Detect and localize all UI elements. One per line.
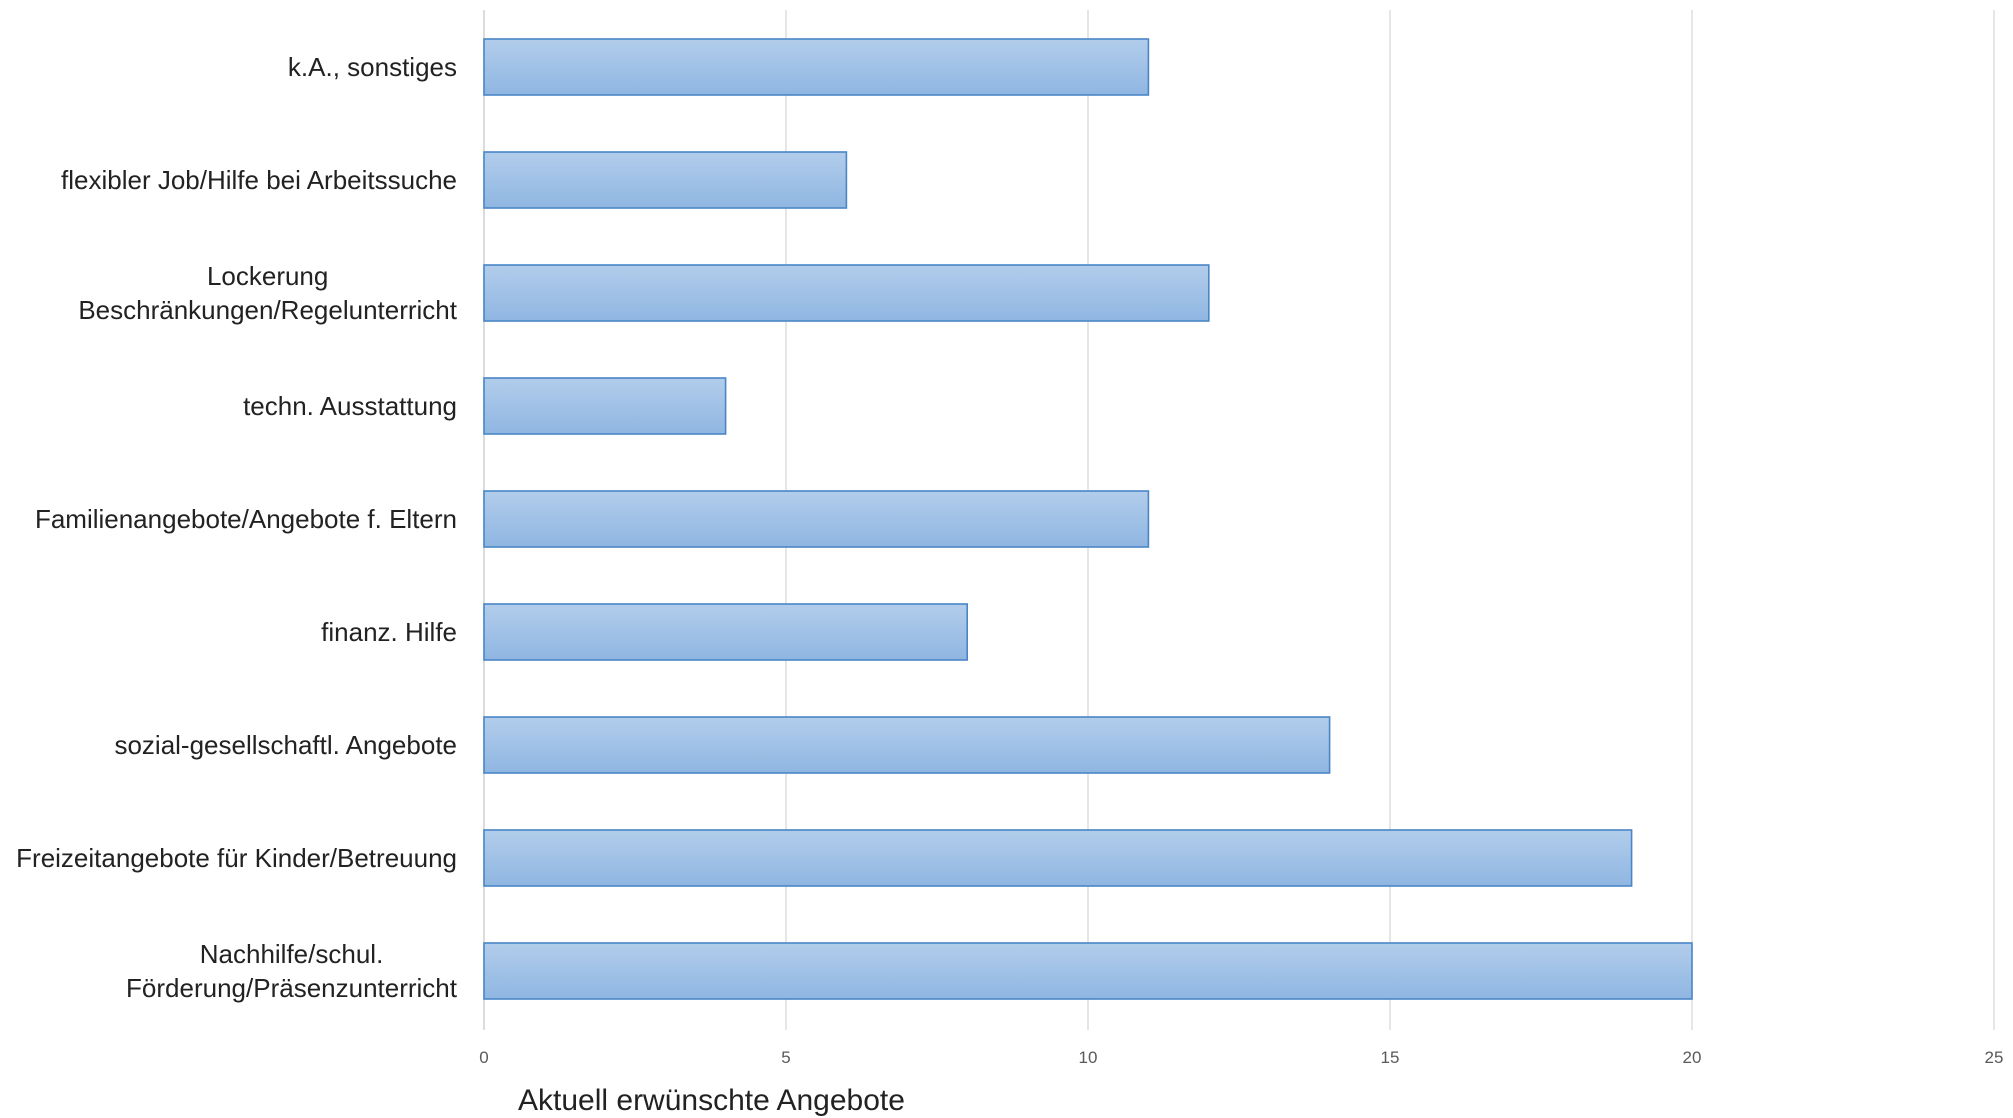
x-axis-title: Aktuell erwünschte Angebote (518, 1084, 905, 1117)
bar (483, 829, 1633, 887)
category-label: techn. Ausstattung (243, 391, 457, 421)
category-labels: k.A., sonstiges flexibler Job/Hilfe bei A… (16, 52, 458, 1003)
category-label: flexibler Job/Hilfe bei Arbeitssuche (61, 165, 457, 195)
category-label: k.A., sonstiges (288, 52, 457, 82)
x-tick-labels: 0 5 10 15 20 25 (479, 1048, 2003, 1067)
category-label: finanz. Hilfe (321, 617, 457, 647)
x-tick-label: 10 (1079, 1048, 1098, 1067)
x-tick-label: 25 (1985, 1048, 2004, 1067)
x-tick-label: 15 (1381, 1048, 1400, 1067)
category-label: Familienangebote/Angebote f. Eltern (35, 504, 457, 534)
x-tick-label: 5 (781, 1048, 790, 1067)
category-label: Freizeitangebote für Kinder/Betreuung (16, 843, 457, 873)
bar (483, 377, 727, 435)
category-label: Lockerung Beschränkungen/Regelunterricht (78, 261, 457, 325)
bar (483, 264, 1210, 322)
x-tick-label: 0 (479, 1048, 488, 1067)
bar (483, 151, 848, 209)
bar (483, 603, 969, 661)
category-label: Nachhilfe/schul. Förderung/Präsenzunterri… (126, 939, 458, 1003)
category-label: sozial-gesellschaftl. Angebote (114, 730, 457, 760)
bar (483, 716, 1331, 774)
bars (483, 38, 1693, 1000)
bar (483, 490, 1150, 548)
bar (483, 942, 1693, 1000)
x-tick-label: 20 (1683, 1048, 1702, 1067)
bar (483, 38, 1150, 96)
